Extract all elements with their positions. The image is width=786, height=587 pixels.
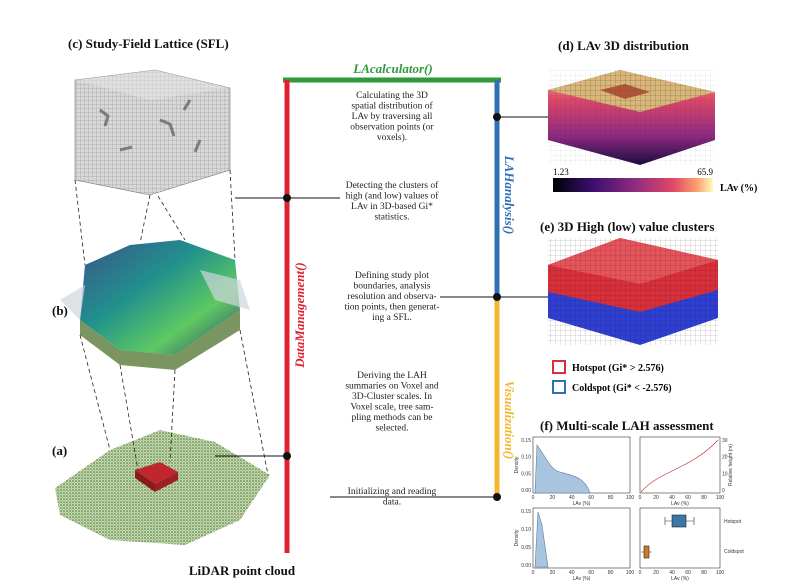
- x-tick-label: 40: [569, 570, 575, 576]
- x-tick-label: 100: [626, 570, 635, 576]
- x-tick-label: 80: [608, 570, 614, 576]
- category-label: Coldspot: [724, 549, 744, 555]
- x-tick-label: 100: [716, 495, 725, 501]
- colorbar-max: 65.9: [697, 167, 713, 177]
- colorbar-min: 1.23: [553, 167, 569, 177]
- axis-label: LAv (%): [573, 576, 591, 582]
- description-line: voxels).: [377, 132, 407, 143]
- x-tick-label: 0: [532, 495, 535, 501]
- x-tick-label: 20: [550, 495, 556, 501]
- x-tick-label: 40: [569, 495, 575, 501]
- description-line: high (and low) values of: [346, 191, 440, 202]
- y-tick-label: 0.05: [521, 471, 531, 477]
- x-tick-label: 80: [701, 570, 707, 576]
- legend-swatch: [552, 360, 566, 374]
- x-tick-label: 40: [669, 495, 675, 501]
- x-tick-label: 80: [701, 495, 707, 501]
- panel-label: (b): [52, 303, 68, 318]
- category-label: Hotspot: [724, 519, 742, 525]
- y-tick-label: 30: [722, 438, 728, 444]
- x-tick-label: 100: [716, 570, 725, 576]
- description-line: pling methods can be: [352, 413, 433, 423]
- description-line: Defining study plot: [355, 270, 429, 281]
- colorbar: [553, 178, 713, 192]
- description-line: spatial distribution of: [351, 101, 433, 112]
- x-tick-label: 20: [653, 495, 659, 501]
- y-tick-label: 0.15: [521, 438, 531, 444]
- x-tick-label: 40: [669, 570, 675, 576]
- y-tick-label: 0.00: [521, 488, 531, 494]
- point-cloud-panel: [55, 430, 270, 545]
- description-line: Detecting the clusters of: [346, 180, 439, 191]
- colorbar-label: LAv (%): [720, 183, 757, 194]
- legend-label: Hotspot (Gi* > 2.576): [572, 363, 664, 374]
- module-label: LAcalculator(): [352, 61, 432, 76]
- terrain-panel: [60, 240, 250, 370]
- lav-3d-panel: [548, 70, 715, 165]
- cluster-panel: [548, 238, 718, 345]
- axis-label: LAv (%): [671, 576, 689, 582]
- x-tick-label: 60: [588, 495, 594, 501]
- y-tick-label: 10: [722, 471, 728, 477]
- description-line: Voxel scale, tree sam-: [350, 403, 433, 413]
- description-line: resolution and observa-: [347, 292, 436, 302]
- legend-label: Coldspot (Gi* < -2.576): [572, 383, 672, 394]
- x-tick-label: 20: [550, 570, 556, 576]
- y-tick-label: 20: [722, 455, 728, 461]
- lattice-panel: [74, 69, 231, 196]
- mini-plots: [532, 436, 721, 569]
- module-label: DataManagement(): [292, 262, 307, 368]
- legend-swatch: [552, 380, 566, 394]
- panel-title: (e) 3D High (low) value clusters: [540, 219, 714, 234]
- module-label: Visualization(): [502, 381, 517, 460]
- module-label: LAHanalysis(): [502, 155, 517, 235]
- x-tick-label: 60: [588, 570, 594, 576]
- axis-label: LAv (%): [573, 501, 591, 507]
- connector-dots: [283, 113, 501, 501]
- y-tick-label: 0.15: [521, 509, 531, 515]
- panel-title: (d) LAv 3D distribution: [558, 38, 690, 53]
- description-line: observation points (or: [350, 122, 434, 133]
- description-line: selected.: [376, 424, 409, 434]
- y-tick-label: 0: [722, 488, 725, 494]
- y-tick-label: 0.00: [521, 563, 531, 569]
- x-tick-label: 20: [653, 570, 659, 576]
- projection-lines: [74, 169, 269, 476]
- y-tick-label: 0.05: [521, 545, 531, 551]
- x-tick-label: 60: [685, 570, 691, 576]
- y-tick-label: 0.10: [521, 527, 531, 533]
- y-tick-label: 0.10: [521, 455, 531, 461]
- axis-label: Density: [514, 529, 520, 546]
- module-lines: [283, 77, 501, 553]
- description-line: ing a SFL.: [372, 313, 412, 323]
- description-line: 3D-Cluster scales. In: [352, 392, 432, 402]
- x-tick-label: 80: [608, 495, 614, 501]
- description-line: summaries on Voxel and: [345, 382, 439, 392]
- description-line: data.: [383, 498, 401, 508]
- caption: LiDAR point cloud: [189, 563, 296, 578]
- x-tick-label: 60: [685, 495, 691, 501]
- axis-label: Density: [514, 456, 520, 473]
- description-line: Initializing and reading: [348, 487, 437, 497]
- x-tick-label: 0: [639, 495, 642, 501]
- x-tick-label: 0: [532, 570, 535, 576]
- description-line: LAv in 3D-based Gi*: [351, 202, 433, 212]
- axis-label: Relative height (m): [728, 444, 734, 486]
- panel-label: (a): [52, 443, 67, 458]
- description-line: Calculating the 3D: [356, 91, 428, 101]
- panel-title: (c) Study-Field Lattice (SFL): [68, 36, 229, 51]
- axis-label: LAv (%): [671, 501, 689, 507]
- x-tick-label: 100: [626, 495, 635, 501]
- description-line: tion points, then generat-: [345, 303, 440, 313]
- description-line: LAv by traversing all: [352, 112, 433, 122]
- panel-title: (f) Multi-scale LAH assessment: [540, 418, 714, 433]
- x-tick-label: 0: [639, 570, 642, 576]
- description-line: statistics.: [374, 213, 409, 223]
- description-line: boundaries, analysis: [353, 282, 430, 292]
- description-line: Deriving the LAH: [357, 371, 427, 381]
